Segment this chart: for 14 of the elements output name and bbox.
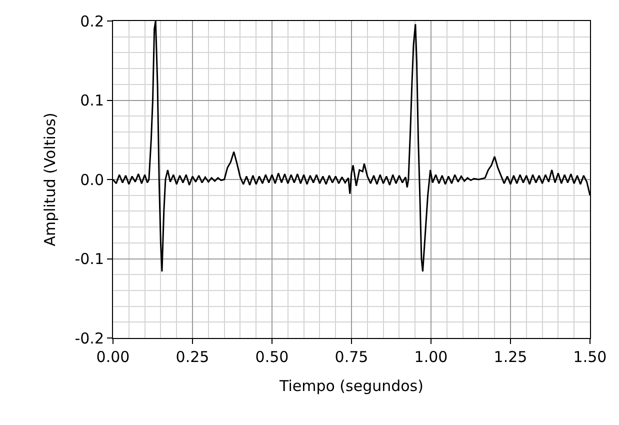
y-tick-label: 0.1 — [80, 92, 104, 110]
x-tick-label: 0.25 — [176, 348, 210, 366]
x-tick-label: 0.75 — [334, 348, 368, 366]
x-tick-label: 1.00 — [414, 348, 448, 366]
x-tick-label: 1.25 — [494, 348, 528, 366]
y-axis-title: Amplitud (Voltios) — [40, 112, 59, 246]
y-tick-label: 0.0 — [80, 170, 104, 189]
y-tick-label: -0.2 — [74, 329, 104, 348]
x-tick-label: 0.50 — [255, 348, 289, 366]
x-tick-label: 0.00 — [96, 348, 130, 366]
x-axis-title: Tiempo (segundos) — [278, 377, 424, 395]
y-tick-label: 0.2 — [80, 12, 104, 30]
x-tick-label: 1.50 — [573, 348, 607, 366]
y-tick-label: -0.1 — [74, 250, 104, 268]
